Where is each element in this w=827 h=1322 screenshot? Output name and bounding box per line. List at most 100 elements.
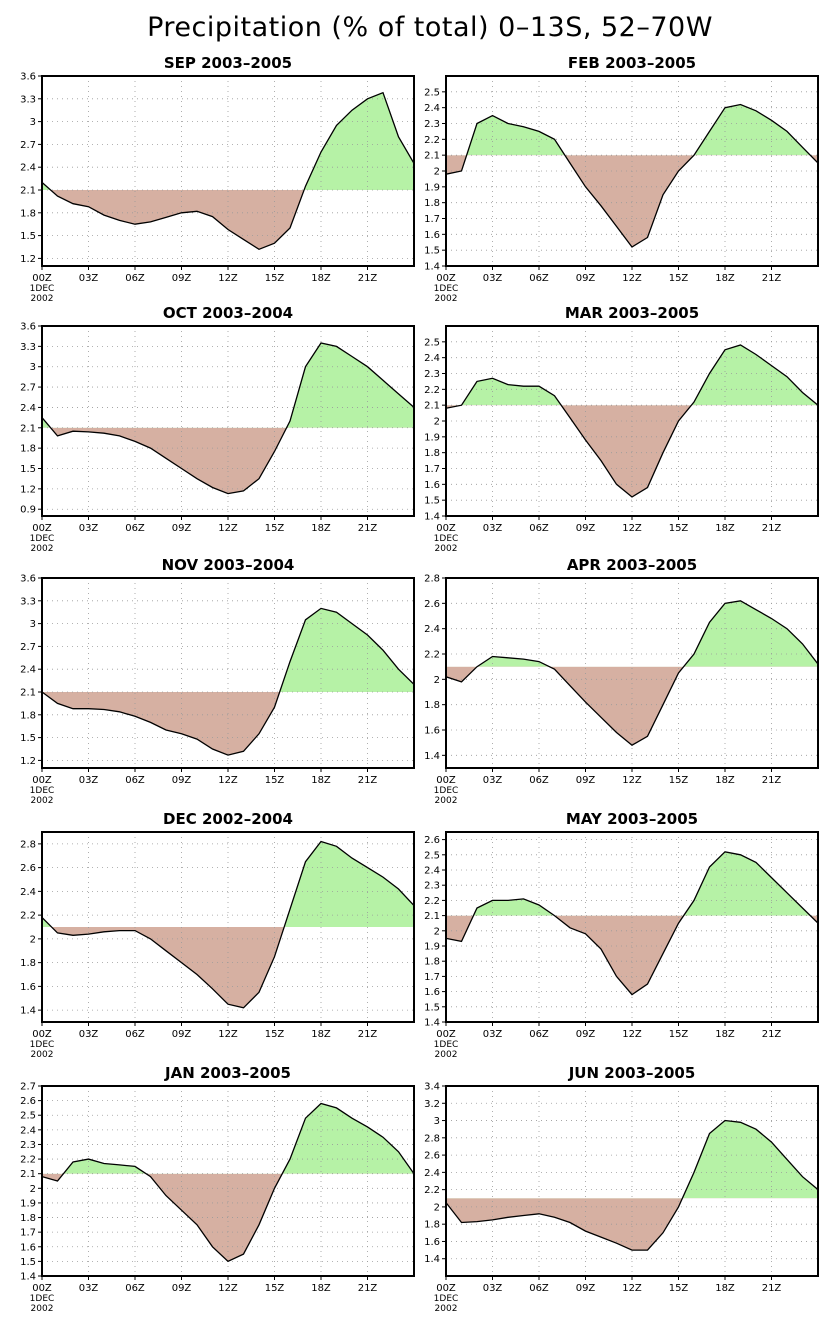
chart-dec: DEC 2002–2004 1.4 1.6 1.8 2 2.2 2.4 2.6 2.8 00Z 03…	[20, 810, 415, 1060]
y-tick-label: 2.4	[424, 103, 440, 114]
x-date-label: 1DEC	[30, 534, 55, 544]
y-tick-label: 1.8	[424, 1220, 440, 1231]
y-tick-label: 2.5	[424, 87, 440, 98]
y-tick-label: 2.7	[20, 383, 36, 394]
x-tick-label: 06Z	[125, 523, 145, 534]
y-tick-label: 2.4	[20, 887, 36, 898]
below-baseline-area	[446, 666, 818, 746]
x-tick-label: 09Z	[172, 1029, 192, 1040]
y-tick-label: 1.8	[20, 958, 36, 969]
y-tick-label: 1.8	[424, 700, 440, 711]
y-tick-label: 1.6	[424, 726, 440, 737]
y-tick-label: 1.4	[20, 1272, 36, 1283]
y-tick-label: 1.5	[424, 246, 440, 257]
chart-title: APR 2003–2005	[567, 556, 697, 574]
x-tick-label: 15Z	[669, 1283, 689, 1294]
y-tick-label: 3.6	[20, 322, 36, 333]
series-line	[446, 851, 818, 996]
y-tick-label: 1.5	[20, 1257, 36, 1268]
x-tick-label: 21Z	[762, 523, 782, 534]
above-baseline-area	[63, 1103, 414, 1174]
above-baseline-area	[42, 608, 414, 692]
y-tick-label: 3.3	[20, 342, 36, 353]
y-tick-label: 2.6	[20, 1096, 36, 1107]
series-line	[446, 1119, 818, 1251]
x-tick-label: 15Z	[265, 273, 285, 284]
below-baseline-area	[42, 190, 414, 250]
x-date-label: 1DEC	[30, 1294, 55, 1304]
x-tick-label: 00Z	[436, 1029, 456, 1040]
y-tick-label: 2.1	[20, 688, 36, 699]
x-tick-label: 03Z	[79, 523, 99, 534]
series-line	[42, 1102, 414, 1263]
x-tick-label: 15Z	[669, 273, 689, 284]
y-tick-label: 2.4	[424, 866, 440, 877]
y-tick-label: 2.3	[20, 1140, 36, 1151]
y-tick-label: 2.1	[424, 151, 440, 162]
page-title: Precipitation (% of total) 0–13S, 52–70W	[147, 12, 713, 43]
y-tick-label: 1.5	[20, 231, 36, 242]
x-tick-label: 12Z	[622, 523, 642, 534]
x-date-label: 1DEC	[434, 534, 459, 544]
y-tick-label: 1.4	[20, 1006, 36, 1017]
x-tick-label: 18Z	[311, 523, 331, 534]
series-line	[42, 840, 414, 1009]
x-tick-label: 12Z	[218, 775, 238, 786]
x-date-label: 1DEC	[434, 1040, 459, 1050]
chart-title: SEP 2003–2005	[164, 54, 292, 72]
x-tick-label: 12Z	[218, 1029, 238, 1040]
y-tick-label: 1.5	[424, 496, 440, 507]
x-tick-label: 15Z	[265, 775, 285, 786]
x-date-label: 1DEC	[434, 1294, 459, 1304]
x-tick-label: 18Z	[715, 1283, 735, 1294]
x-tick-label: 18Z	[715, 273, 735, 284]
y-tick-label: 1.9	[424, 182, 440, 193]
y-tick-label: 1.8	[424, 448, 440, 459]
y-tick-label: 1.8	[20, 1213, 36, 1224]
series-line	[42, 91, 414, 251]
x-date-label: 2002	[31, 294, 54, 304]
y-tick-label: 2.2	[424, 385, 440, 396]
x-date-label: 2002	[31, 796, 54, 806]
y-tick-label: 1.8	[20, 710, 36, 721]
x-tick-label: 09Z	[576, 775, 596, 786]
above-baseline-area	[682, 1120, 818, 1199]
y-tick-label: 2.8	[424, 574, 440, 585]
above-baseline-area	[477, 600, 818, 667]
y-tick-label: 2.1	[20, 186, 36, 197]
chart-mar: MAR 2003–2005 1.4 1.5 1.6 1.7 1.8 1.9 2 2.1 2.2 2.…	[424, 304, 819, 554]
x-tick-label: 09Z	[576, 1283, 596, 1294]
chart-title: MAR 2003–2005	[565, 304, 699, 322]
above-baseline-area	[466, 104, 811, 156]
above-baseline-area	[461, 345, 818, 406]
chart-title: JUN 2003–2005	[568, 1064, 696, 1082]
y-tick-label: 1.2	[20, 756, 36, 767]
below-baseline-area	[446, 915, 818, 995]
y-tick-label: 1.4	[424, 751, 440, 762]
chart-oct: OCT 2003–2004 0.9 1.2 1.5 1.8 2.1 2.4 2.7 3 3.3 3.…	[20, 304, 415, 554]
y-tick-label: 2	[434, 675, 440, 686]
y-tick-label: 2.7	[20, 140, 36, 151]
y-tick-label: 2.4	[20, 1125, 36, 1136]
x-tick-label: 21Z	[358, 775, 378, 786]
y-tick-label: 2.2	[424, 650, 440, 661]
x-tick-label: 03Z	[483, 273, 503, 284]
chart-jan: JAN 2003–2005 1.4 1.5 1.6 1.7 1.8 1.9 2 2.1 2.2 2.…	[20, 1064, 415, 1314]
y-tick-label: 2.7	[20, 1082, 36, 1093]
x-tick-label: 06Z	[529, 775, 549, 786]
x-tick-label: 06Z	[125, 273, 145, 284]
y-tick-label: 1.6	[424, 987, 440, 998]
x-tick-label: 06Z	[529, 273, 549, 284]
y-tick-label: 2.6	[424, 835, 440, 846]
y-tick-label: 2	[434, 417, 440, 428]
y-tick-label: 2.1	[424, 401, 440, 412]
x-tick-label: 21Z	[762, 1029, 782, 1040]
x-tick-label: 15Z	[265, 1029, 285, 1040]
x-tick-label: 18Z	[311, 1029, 331, 1040]
x-tick-label: 18Z	[715, 775, 735, 786]
y-tick-label: 3.4	[424, 1082, 440, 1093]
x-date-label: 2002	[435, 1050, 458, 1060]
y-tick-label: 2.3	[424, 881, 440, 892]
y-tick-label: 2.2	[424, 1185, 440, 1196]
